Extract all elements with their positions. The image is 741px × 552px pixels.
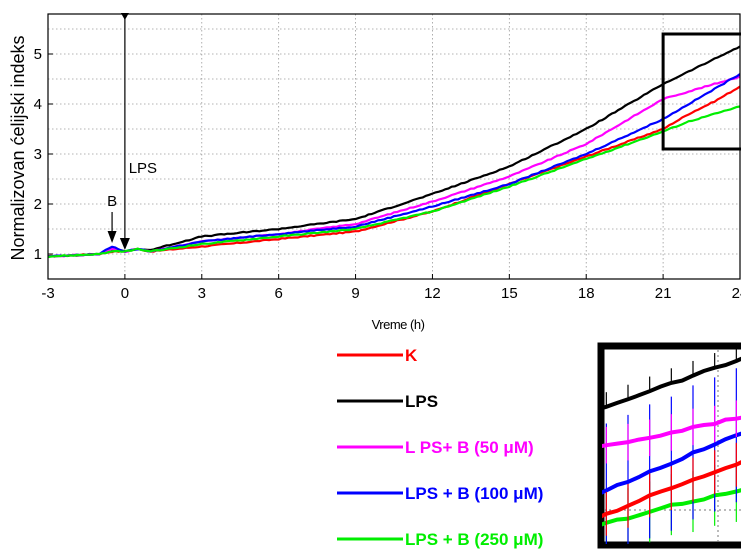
inset-series-2: [602, 415, 741, 449]
inset-plot: [602, 348, 741, 544]
legend-label-4: LPS + B (250 μM): [405, 530, 543, 549]
inset-series-0: [602, 460, 741, 519]
series-layer: [48, 45, 740, 259]
legend-label-0: K: [405, 346, 418, 365]
x-tick-label: -3: [41, 285, 54, 302]
y-ticks: 1 2 3 4 5: [34, 46, 53, 263]
b-arrow-head: [107, 231, 117, 243]
y-tick-label: 4: [34, 96, 42, 113]
y-tick-label: 1: [34, 246, 42, 263]
x-tick-label: 21: [655, 285, 672, 302]
x-tick-label: 6: [274, 285, 282, 302]
x-tick-label: 9: [351, 285, 359, 302]
annotation-lps: LPS: [129, 160, 157, 177]
plot-frame: [47, 13, 741, 280]
series-line-4: [48, 105, 740, 259]
x-tick-label: 15: [501, 285, 518, 302]
x-axis-label: Vreme (h): [372, 317, 425, 332]
lps-top-marker: [120, 13, 129, 20]
y-tick-label: 5: [34, 46, 42, 63]
x-tick-label: 24: [732, 285, 741, 302]
y-tick-label: 3: [34, 146, 42, 163]
x-tick-label: 12: [424, 285, 441, 302]
annotation-b: B: [107, 193, 117, 210]
zoom-inset: [597, 342, 741, 549]
series-line-1: [48, 45, 740, 258]
x-tick-label: 18: [578, 285, 595, 302]
legend: K LPS L PS+ B (50 μM) LPS + B (100 μM) LPS +…: [337, 346, 543, 549]
lps-arrow-head: [119, 238, 130, 250]
legend-label-2: L PS+ B (50 μM): [405, 438, 534, 457]
legend-label-1: LPS: [405, 392, 438, 411]
x-tick-label: 3: [198, 285, 206, 302]
inset-series-1: [602, 356, 741, 411]
inset-series-3: [602, 431, 741, 495]
x-ticks: -3 0 3 6 9 12 15 18 21 24: [41, 274, 741, 302]
zoom-box: [661, 32, 741, 151]
legend-label-3: LPS + B (100 μM): [405, 484, 543, 503]
y-axis-label: Normalizovan ćelijski indeks: [8, 35, 28, 260]
x-tick-label: 0: [121, 285, 129, 302]
grid: [47, 14, 741, 279]
annotations: B LPS: [107, 13, 157, 250]
y-tick-label: 2: [34, 196, 42, 213]
